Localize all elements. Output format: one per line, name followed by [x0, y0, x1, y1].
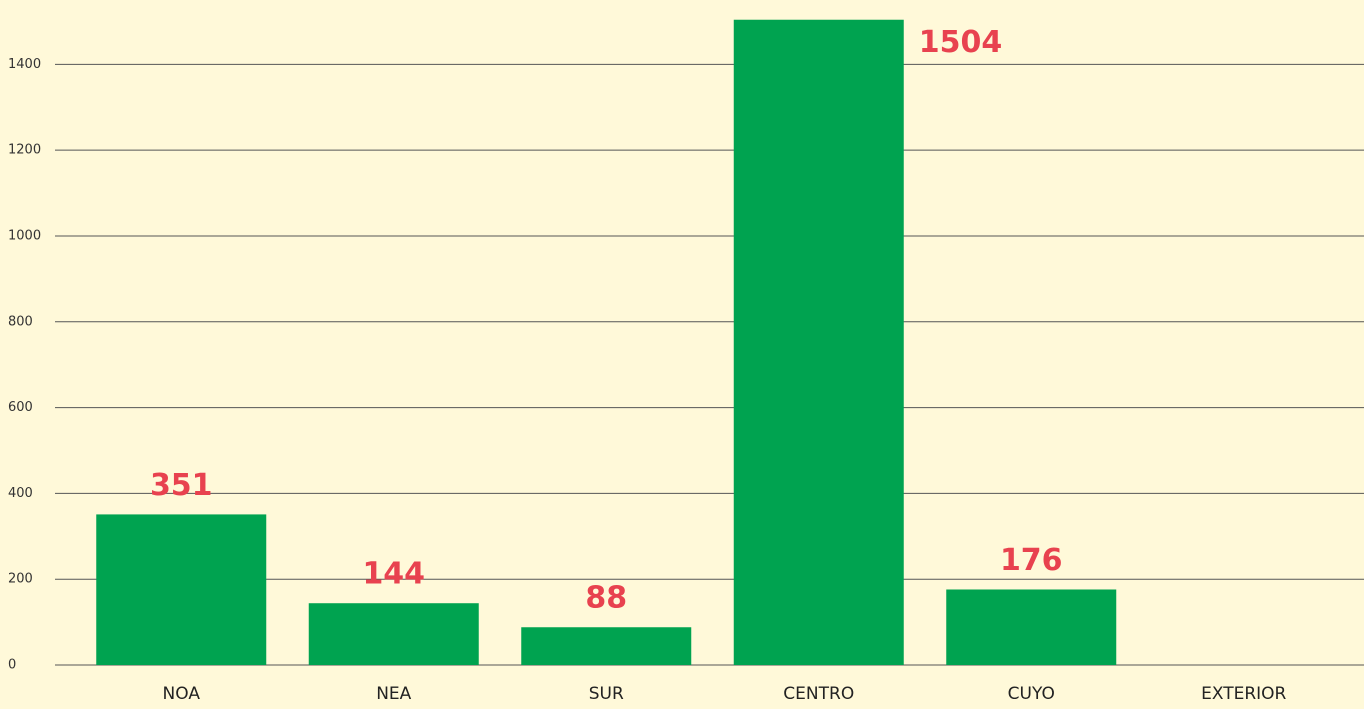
y-tick-label: 200	[8, 572, 33, 587]
bar	[946, 589, 1117, 665]
y-tick-label: 800	[8, 314, 33, 329]
x-tick-label: NEA	[376, 684, 411, 704]
value-label: 1504	[919, 25, 1003, 60]
y-tick-label: 400	[8, 486, 33, 501]
bar	[521, 627, 692, 665]
bar	[308, 603, 479, 665]
value-label: 144	[362, 557, 425, 592]
x-tick-label: EXTERIOR	[1201, 684, 1286, 704]
x-tick-label: CENTRO	[783, 684, 854, 704]
x-tick-label: NOA	[163, 684, 201, 704]
bar	[96, 514, 267, 665]
value-label: 176	[1000, 543, 1063, 578]
x-tick-label: CUYO	[1008, 684, 1055, 704]
bar	[733, 19, 904, 666]
y-tick-label: 1000	[8, 228, 41, 243]
y-tick-label: 1200	[8, 143, 41, 158]
y-tick-label: 0	[8, 658, 16, 673]
value-label: 88	[585, 581, 627, 616]
value-label: 351	[150, 468, 213, 503]
y-tick-label: 1400	[8, 57, 41, 72]
x-tick-label: SUR	[589, 684, 624, 704]
y-tick-label: 600	[8, 400, 33, 415]
